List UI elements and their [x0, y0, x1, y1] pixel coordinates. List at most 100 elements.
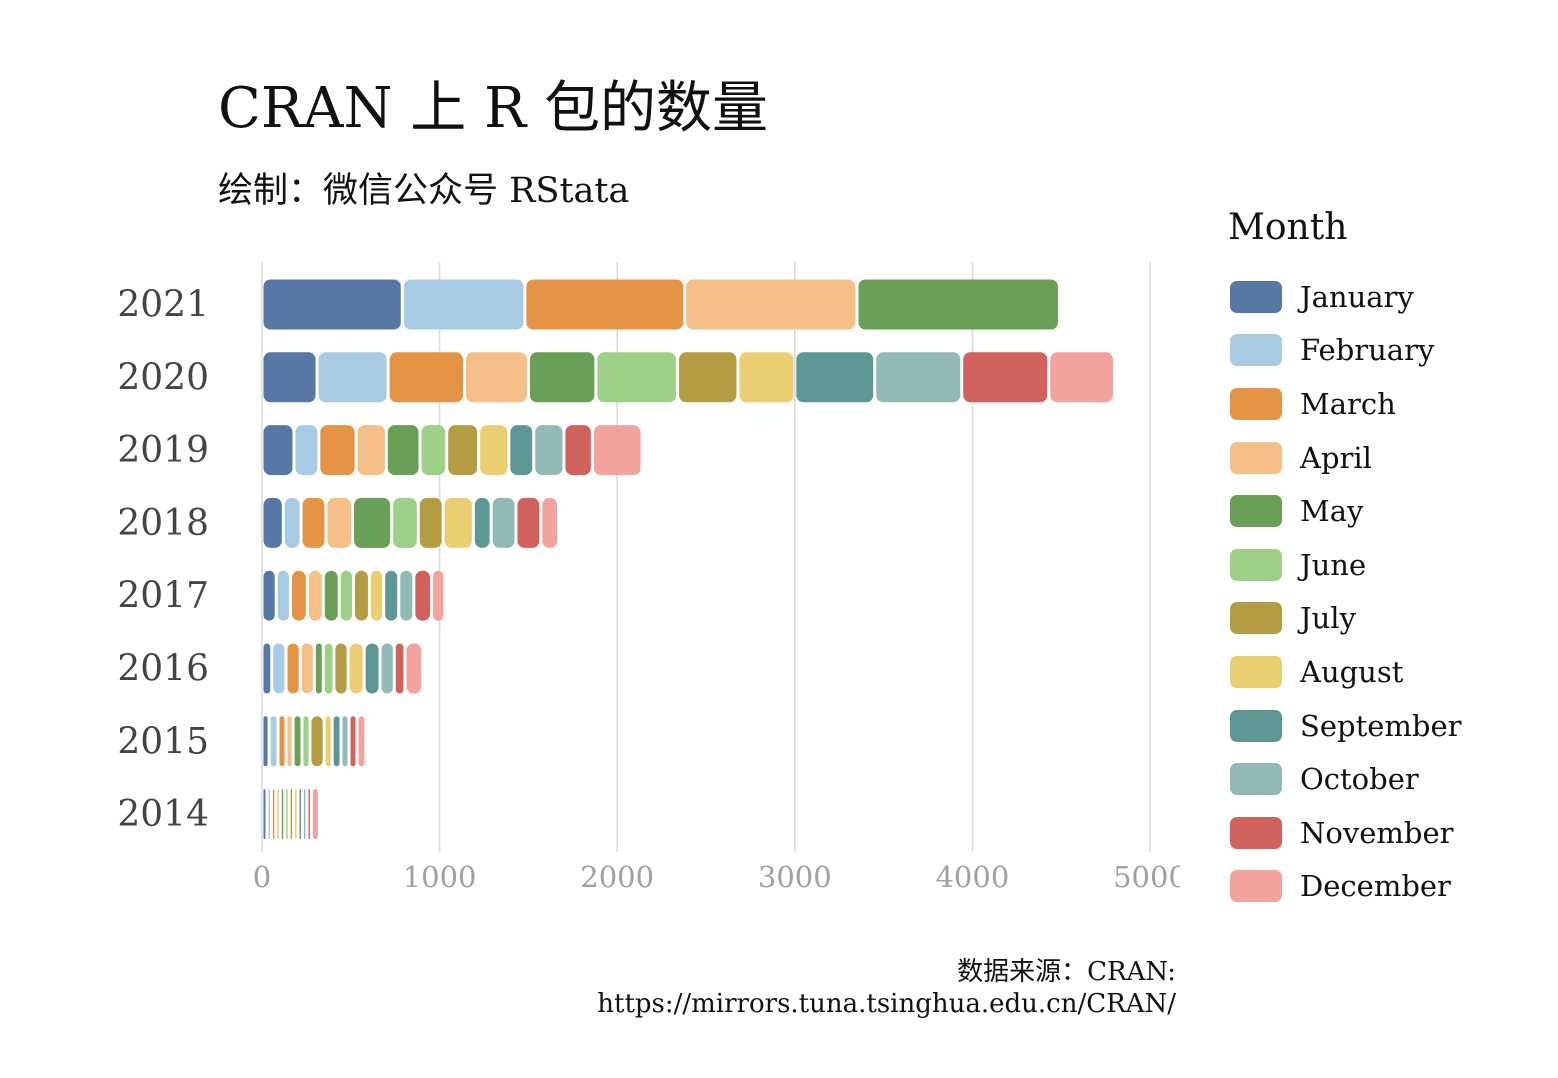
chart-plot: 0 1000 2000 3000 4000 5000 2021 2020 2019 2018 201…	[117, 262, 1180, 894]
x-tick-label-2000: 2000	[580, 860, 654, 894]
bar-segment-2017-march	[291, 570, 306, 621]
bar-segment-2018-february	[284, 497, 300, 548]
bar-segment-2017-july	[354, 570, 368, 621]
legend-item-may: May	[1228, 484, 1548, 538]
bar-segment-2015-july	[311, 716, 323, 767]
bar-segment-2020-october	[876, 352, 961, 403]
y-tick-label-2019: 2019	[117, 430, 209, 471]
bar-segment-2014-november	[308, 789, 310, 840]
bar-segment-2019-february	[295, 425, 318, 476]
bar-segment-2014-august	[295, 789, 297, 840]
bar-segment-2015-january	[263, 716, 268, 767]
bar-segment-2019-november	[565, 425, 591, 476]
bar-segment-2016-may	[315, 643, 322, 694]
x-tick-label-5000: 5000	[1113, 860, 1180, 894]
bar-segment-2020-november	[963, 352, 1048, 403]
bar-segment-2019-june	[421, 425, 446, 476]
bar-segment-2016-june	[324, 643, 333, 694]
legend-item-december: December	[1228, 860, 1548, 914]
bar-segment-2014-january	[263, 789, 266, 840]
bar-segment-2016-april	[301, 643, 313, 694]
legend-label: June	[1300, 547, 1367, 582]
bar-segment-2014-october	[303, 789, 306, 840]
bar-segment-2014-may	[281, 789, 284, 840]
bar-segment-2018-january	[263, 497, 282, 548]
legend-items: January February March April May June July Augu…	[1228, 270, 1548, 913]
legend-swatch	[1230, 548, 1282, 581]
y-tick-label-2020: 2020	[117, 357, 209, 398]
bar-segment-2020-february	[318, 352, 387, 403]
bar-segment-2015-december	[358, 716, 365, 767]
legend-swatch	[1230, 334, 1282, 367]
x-tick-label-4000: 4000	[935, 860, 1009, 894]
bar-segment-2015-september	[333, 716, 340, 767]
legend-label: March	[1300, 386, 1396, 421]
legend-swatch	[1230, 870, 1282, 903]
bar-segment-2015-june	[303, 716, 309, 767]
bar-segment-2016-september	[365, 643, 379, 694]
bar-segment-2014-april	[277, 789, 279, 840]
source-caption: 数据来源：CRAN: https://mirrors.tuna.tsinghua…	[597, 956, 1176, 1020]
bar-segment-2018-november	[517, 497, 540, 548]
bar-segment-2017-december	[433, 570, 444, 621]
y-tick-label-2014: 2014	[117, 794, 209, 835]
bar-segment-2021-march	[526, 279, 684, 330]
bar-segment-2015-august	[325, 716, 331, 767]
x-tick-label-1000: 1000	[403, 860, 477, 894]
bar-segment-2018-september	[474, 497, 490, 548]
bar-segment-2016-december	[406, 643, 422, 694]
legend-item-october: October	[1228, 752, 1548, 806]
y-tick-label-2021: 2021	[117, 285, 209, 326]
bar-segment-2017-october	[400, 570, 413, 621]
y-tick-label-2018: 2018	[117, 503, 209, 544]
bar-segment-2019-december	[593, 425, 641, 476]
bar-segment-2016-march	[287, 643, 299, 694]
bar-segment-2019-april	[357, 425, 385, 476]
bar-segment-2020-may	[529, 352, 595, 403]
legend-item-november: November	[1228, 806, 1548, 860]
legend-label: December	[1300, 869, 1451, 904]
bar-segment-2015-october	[342, 716, 348, 767]
legend-item-april: April	[1228, 431, 1548, 485]
bar-segment-2016-october	[381, 643, 393, 694]
bar-segment-2016-november	[395, 643, 404, 694]
bar-segment-2018-april	[327, 497, 352, 548]
legend-swatch	[1230, 763, 1282, 796]
bar-segment-2019-may	[387, 425, 419, 476]
caption-line-1: 数据来源：CRAN:	[957, 957, 1176, 987]
bar-segment-2019-march	[320, 425, 355, 476]
bar-segment-2018-december	[542, 497, 558, 548]
legend-swatch	[1230, 816, 1282, 849]
bar-segment-2020-july	[679, 352, 737, 403]
bar-segment-2020-august	[739, 352, 794, 403]
bar-segment-2018-october	[492, 497, 515, 548]
bar-segment-2019-august	[480, 425, 508, 476]
y-tick-label-2016: 2016	[117, 649, 209, 690]
legend-swatch	[1230, 280, 1282, 313]
bar-segment-2018-june	[393, 497, 417, 548]
bar-segment-2016-august	[349, 643, 363, 694]
bar-segment-2019-january	[263, 425, 293, 476]
legend-swatch	[1230, 387, 1282, 420]
legend-item-september: September	[1228, 699, 1548, 753]
bar-segment-2020-june	[597, 352, 677, 403]
bar-segment-2021-january	[263, 279, 401, 330]
bar-segment-2016-january	[263, 643, 271, 694]
bar-segment-2018-march	[302, 497, 325, 548]
bar-segment-2014-march	[272, 789, 275, 840]
legend-item-august: August	[1228, 645, 1548, 699]
legend-label: September	[1300, 708, 1462, 743]
bar-segment-2014-september	[299, 789, 301, 840]
legend-label: May	[1300, 494, 1364, 529]
legend-label: April	[1300, 440, 1372, 475]
bar-segment-2017-november	[415, 570, 431, 621]
y-tick-label-2015: 2015	[117, 721, 209, 762]
bar-segment-2020-september	[796, 352, 874, 403]
legend-swatch	[1230, 655, 1282, 688]
legend-label: October	[1300, 762, 1419, 797]
y-tick-label-2017: 2017	[117, 576, 209, 617]
chart-subtitle: 绘制：微信公众号 RStata	[218, 171, 630, 211]
bar-segment-2021-may	[858, 279, 1058, 330]
legend-swatch	[1230, 602, 1282, 635]
legend-title: Month	[1228, 207, 1348, 248]
